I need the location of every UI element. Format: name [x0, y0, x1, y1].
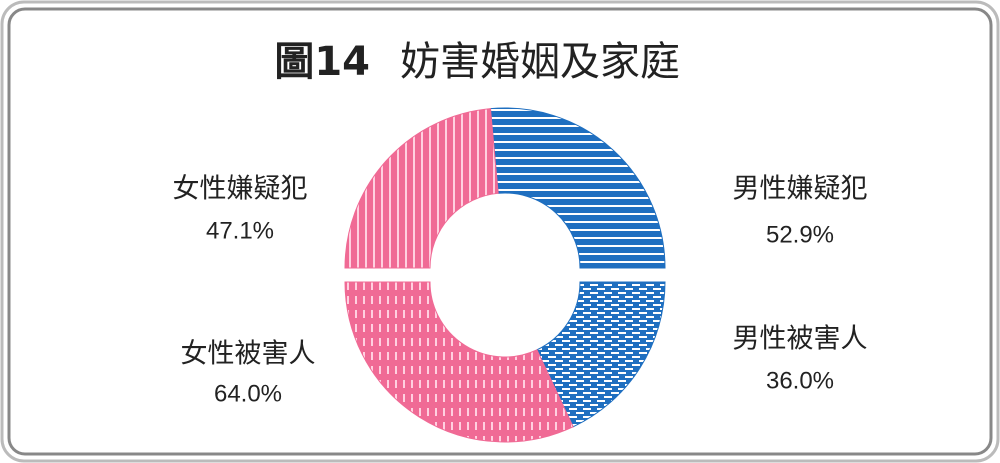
slice-label: 女性被害人 — [181, 339, 316, 370]
slice-value: 36.0% — [766, 367, 834, 394]
slice-value: 52.9% — [766, 221, 834, 248]
donut-slice — [344, 281, 574, 443]
slice-value: 64.0% — [214, 380, 282, 407]
donut-slice — [344, 108, 499, 269]
donut-slice — [489, 107, 666, 269]
slice-label: 男性被害人 — [733, 324, 868, 355]
figure-label: 圖14 — [274, 39, 370, 85]
slice-label: 男性嫌疑犯 — [733, 174, 868, 205]
slice-label: 女性嫌疑犯 — [173, 174, 308, 205]
donut-slice — [536, 281, 666, 428]
slice-value: 47.1% — [206, 217, 274, 244]
frame — [7, 7, 993, 456]
chart-title: 妨害婚姻及家庭 — [400, 39, 680, 85]
